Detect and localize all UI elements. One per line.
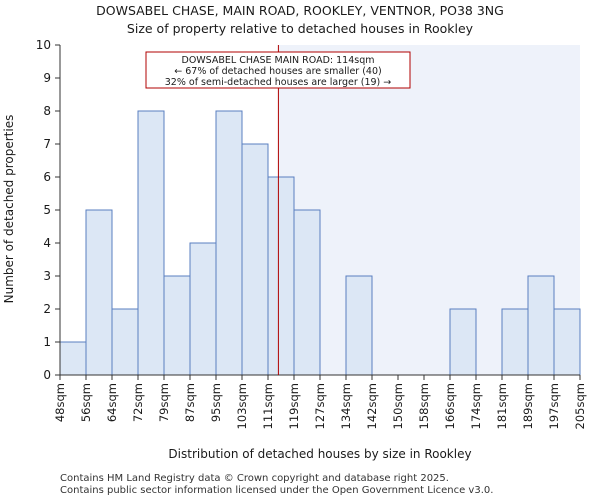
x-tick-label: 158sqm bbox=[417, 383, 431, 429]
y-tick-label: 5 bbox=[43, 203, 51, 217]
y-tick-label: 8 bbox=[43, 104, 51, 118]
bar bbox=[137, 110, 165, 376]
x-tick-label: 205sqm bbox=[573, 383, 587, 429]
chart: 0 1 2 3 4 5 6 7 8 9 10 48sqm 56sqm 64sqm 72sqm 79sqm 87s… bbox=[2, 38, 587, 461]
x-tick-label: 56sqm bbox=[79, 383, 93, 422]
annotation-line-1: DOWSABEL CHASE MAIN ROAD: 114sqm bbox=[182, 55, 375, 66]
bar bbox=[85, 209, 113, 376]
x-axis-label: Distribution of detached houses by size … bbox=[168, 447, 471, 461]
x-tick-label: 72sqm bbox=[131, 383, 145, 422]
x-tick-label: 87sqm bbox=[183, 383, 197, 422]
y-tick-label: 7 bbox=[43, 137, 51, 151]
x-tick-label: 48sqm bbox=[53, 383, 67, 422]
x-tick-label: 142sqm bbox=[365, 383, 379, 429]
x-tick-label: 95sqm bbox=[209, 383, 223, 422]
chart-title: DOWSABEL CHASE, MAIN ROAD, ROOKLEY, VENT… bbox=[96, 3, 504, 18]
y-tick-label: 2 bbox=[43, 302, 51, 316]
bar bbox=[267, 176, 295, 376]
footer-line-1: Contains HM Land Registry data © Crown c… bbox=[60, 473, 449, 484]
bar bbox=[449, 308, 477, 376]
chart-subtitle: Size of property relative to detached ho… bbox=[126, 21, 474, 36]
annotation-line-2: ← 67% of detached houses are smaller (40… bbox=[174, 66, 381, 77]
y-tick-label: 6 bbox=[43, 170, 51, 184]
bar bbox=[59, 341, 87, 376]
bar bbox=[241, 143, 269, 376]
y-axis-label: Number of detached properties bbox=[2, 115, 16, 304]
x-tick-label: 197sqm bbox=[547, 383, 561, 429]
x-tick-label: 103sqm bbox=[235, 383, 249, 429]
bar bbox=[111, 308, 139, 376]
x-tick-label: 181sqm bbox=[495, 383, 509, 429]
bar bbox=[501, 308, 529, 376]
y-tick-label: 4 bbox=[43, 236, 51, 250]
y-tick-label: 0 bbox=[43, 368, 51, 382]
x-tick-label: 150sqm bbox=[391, 383, 405, 429]
x-tick-label: 79sqm bbox=[157, 383, 171, 422]
bar bbox=[527, 275, 555, 376]
annotation-line-3: 32% of semi-detached houses are larger (… bbox=[165, 77, 392, 88]
x-tick-label: 189sqm bbox=[521, 383, 535, 429]
footer-line-2: Contains public sector information licen… bbox=[60, 485, 494, 496]
bar bbox=[215, 110, 243, 376]
x-tick-label: 166sqm bbox=[443, 383, 457, 429]
x-tick-label: 119sqm bbox=[287, 383, 301, 429]
x-tick-label: 127sqm bbox=[313, 383, 327, 429]
bar bbox=[553, 308, 581, 376]
bar bbox=[163, 275, 191, 376]
y-tick-label: 9 bbox=[43, 71, 51, 85]
x-tick-label: 134sqm bbox=[339, 383, 353, 429]
bar bbox=[189, 242, 217, 376]
bar bbox=[293, 209, 321, 376]
x-tick-label: 64sqm bbox=[105, 383, 119, 422]
x-tick-label: 111sqm bbox=[261, 383, 275, 429]
bar bbox=[345, 275, 373, 376]
y-tick-label: 3 bbox=[43, 269, 51, 283]
x-tick-label: 174sqm bbox=[469, 383, 483, 429]
annotation-box bbox=[145, 51, 411, 89]
y-tick-label: 1 bbox=[43, 335, 51, 349]
y-tick-label: 10 bbox=[36, 38, 51, 52]
